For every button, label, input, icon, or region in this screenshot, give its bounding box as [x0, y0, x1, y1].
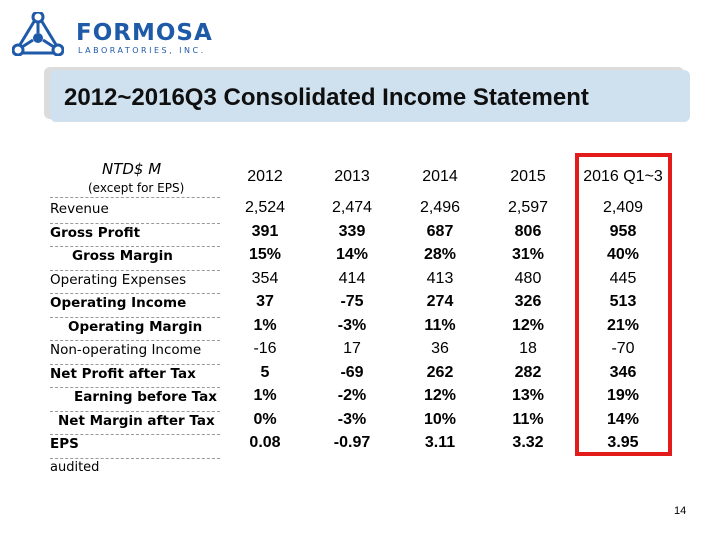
- unit-note: (except for EPS): [88, 181, 185, 195]
- table-cell: 2,409: [602, 199, 644, 216]
- table-cell: 687: [426, 222, 454, 240]
- table-cell: -0.97: [333, 434, 371, 451]
- table-cell: 513: [609, 293, 637, 310]
- row-divider: [50, 387, 220, 388]
- column-header: 2015: [510, 168, 546, 185]
- table-cell: 1%: [253, 387, 277, 404]
- row-label: EPS: [50, 436, 79, 452]
- column-header: 2016 Q1~3: [583, 168, 663, 185]
- row-divider: [50, 316, 220, 318]
- table-cell: 0%: [253, 410, 277, 428]
- logo-triangle-icon: [12, 12, 64, 56]
- row-divider: [50, 434, 220, 435]
- table-cell: -70: [611, 340, 635, 357]
- page-title: 2012~2016Q3 Consolidated Income Statemen…: [64, 84, 589, 111]
- table-cell: 12%: [511, 316, 545, 334]
- table-cell: 19%: [606, 387, 640, 404]
- table-cell: 2,496: [419, 199, 461, 216]
- table-cell: 326: [514, 293, 542, 310]
- table-cell: -3%: [337, 410, 367, 428]
- table-cell: 413: [426, 269, 454, 287]
- table-cell: 12%: [423, 387, 457, 404]
- row-label: Revenue: [50, 201, 109, 217]
- row-divider: [50, 340, 220, 341]
- table-cell: 0.08: [249, 434, 281, 451]
- table-cell: 274: [426, 293, 454, 310]
- row-divider: [50, 197, 220, 198]
- table-cell: 17: [343, 340, 361, 357]
- row-label: Gross Margin: [72, 248, 173, 264]
- row-label: Net Profit after Tax: [50, 365, 196, 382]
- table-cell: 18: [519, 340, 537, 357]
- table-cell: 36: [431, 340, 449, 357]
- footnote: audited: [50, 460, 100, 475]
- table-cell: 5: [260, 363, 270, 381]
- table-cell: -3%: [337, 316, 367, 334]
- row-divider: [50, 363, 220, 365]
- table-cell: 958: [609, 222, 637, 240]
- table-cell: 40%: [606, 246, 640, 263]
- row-label: Operating Margin: [68, 318, 203, 335]
- table-cell: -75: [340, 293, 364, 310]
- table-cell: 346: [609, 363, 637, 381]
- table-cell: 28%: [423, 246, 457, 263]
- table-cell: 262: [426, 363, 454, 381]
- table-cell: 14%: [335, 246, 369, 263]
- table-cell: 11%: [424, 316, 456, 334]
- table-cell: 806: [514, 222, 542, 240]
- table-cell: 414: [338, 269, 366, 287]
- table-cell: -69: [340, 363, 364, 381]
- table-cell: 21%: [606, 316, 640, 334]
- table-cell: -16: [253, 340, 277, 357]
- table-cell: 31%: [511, 246, 545, 263]
- table-cell: 10%: [423, 410, 457, 428]
- column-header: 2014: [422, 168, 458, 185]
- column-header: 2012: [247, 168, 283, 185]
- row-divider: [50, 457, 220, 459]
- column-header: 2013: [334, 168, 370, 185]
- row-divider: [50, 246, 220, 247]
- logo-subtitle: LABORATORIES, INC.: [78, 46, 206, 55]
- row-divider: [50, 410, 220, 412]
- table-cell: 2,597: [507, 199, 549, 216]
- company-logo: FORMOSA LABORATORIES, INC.: [12, 12, 212, 57]
- page-number: 14: [674, 505, 687, 517]
- table-cell: 2,524: [244, 199, 286, 216]
- row-label: Net Margin after Tax: [58, 412, 215, 429]
- row-label: Gross Profit: [50, 224, 141, 241]
- table-cell: 1%: [253, 316, 277, 334]
- table-cell: 14%: [606, 410, 640, 428]
- row-divider: [50, 293, 220, 294]
- table-cell: 354: [251, 269, 279, 287]
- table-cell: 339: [338, 222, 366, 240]
- table-cell: 282: [514, 363, 542, 381]
- table-cell: -2%: [337, 387, 367, 404]
- row-divider: [50, 222, 220, 224]
- table-cell: 3.95: [607, 434, 639, 451]
- table-cell: 2,474: [331, 199, 373, 216]
- table-cell: 3.32: [512, 434, 544, 451]
- table-cell: 445: [609, 269, 637, 287]
- row-label: Earning before Tax: [74, 389, 217, 405]
- table-cell: 3.11: [424, 434, 456, 451]
- row-label: Operating Expenses: [50, 271, 187, 288]
- table-cell: 11%: [512, 410, 544, 428]
- highlight-box-2016: [575, 153, 672, 456]
- logo-name: FORMOSA: [76, 20, 213, 46]
- table-cell: 37: [256, 293, 274, 310]
- row-divider: [50, 269, 220, 271]
- title-band: [50, 70, 690, 122]
- row-label: Non-operating Income: [50, 342, 202, 358]
- table-cell: 15%: [248, 246, 282, 263]
- table-cell: 391: [251, 222, 279, 240]
- unit-label: NTD$ M: [102, 160, 162, 178]
- table-cell: 480: [514, 269, 542, 287]
- table-cell: 13%: [511, 387, 545, 404]
- row-label: Operating Income: [50, 295, 187, 311]
